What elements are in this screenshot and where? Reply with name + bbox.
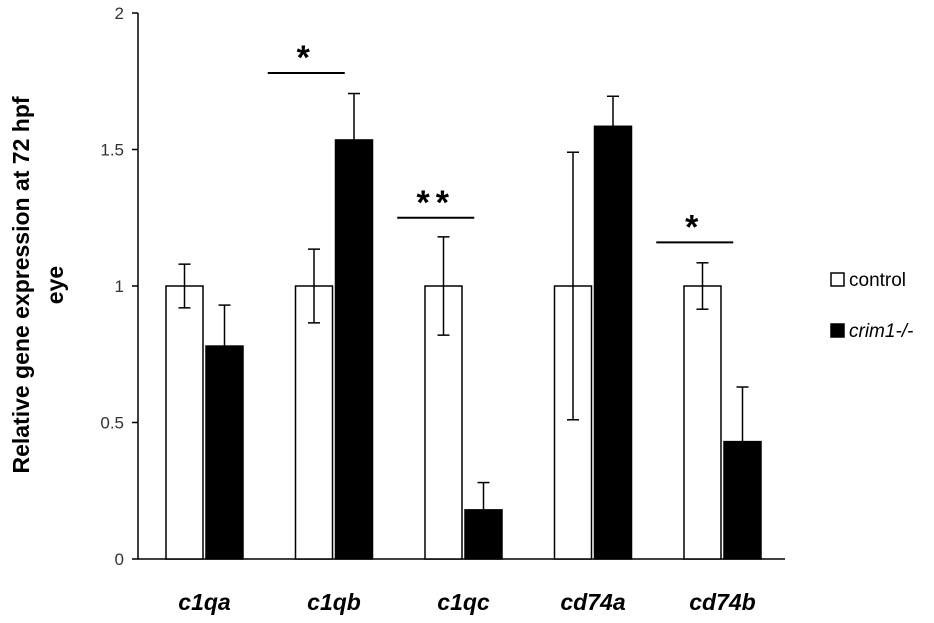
legend-swatch-1 [830, 323, 845, 338]
x-tick-label-c1qb: c1qb [307, 589, 361, 615]
y-axis-label: Relative gene expression at 72 hpf eye [8, 96, 68, 473]
legend-swatch-0 [830, 272, 845, 287]
legend: control crim1-/- [830, 270, 913, 342]
x-tick-label-cd74b: cd74b [689, 589, 755, 615]
y-axis-label-line1: Relative gene expression at 72 hpf [8, 96, 34, 473]
significance-marker-c1qb: * [297, 39, 316, 77]
legend-label-1: crim1-/- [849, 321, 913, 342]
bar-c1qa-control [165, 285, 204, 560]
bar-c1qb-mutant [334, 139, 374, 560]
legend-label-0: control [849, 270, 906, 291]
significance-marker-cd74b: * [685, 208, 704, 246]
bar-c1qb-control [294, 285, 334, 560]
y-tick-label-3: 1.5 [100, 141, 124, 160]
y-tick-label-1: 0.5 [100, 414, 124, 433]
y-tick-label-0: 0 [115, 550, 124, 569]
y-tick-label-4: 2 [115, 4, 124, 23]
significance-marker-c1qc: ** [417, 184, 455, 222]
bar-cd74b-control [683, 285, 722, 560]
x-tick-label-cd74a: cd74a [560, 589, 625, 615]
x-tick-label-c1qa: c1qa [178, 589, 231, 615]
y-tick-label-2: 1 [115, 277, 124, 296]
bar-cd74a-mutant [593, 125, 633, 560]
y-axis-label-line2: eye [42, 266, 68, 304]
x-tick-label-c1qc: c1qc [437, 589, 490, 615]
